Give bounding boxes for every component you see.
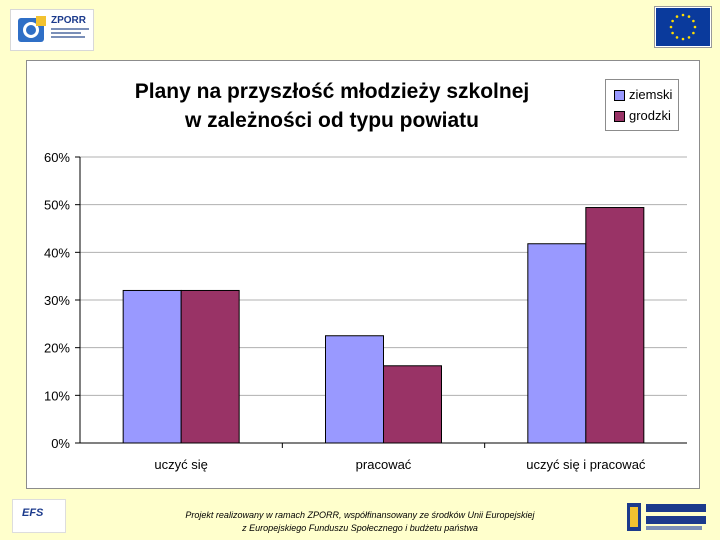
eu-star-icon: [692, 19, 695, 23]
eu-flag-icon: [655, 7, 711, 47]
bar-grodzki-3: [585, 207, 645, 444]
european-social-fund-logo-icon: [626, 500, 712, 534]
footer-line-1: Projekt realizowany w ramach ZPORR, wspó…: [185, 510, 535, 520]
zporr-logo-subtext: [51, 28, 91, 44]
eu-star-icon: [693, 25, 697, 29]
eu-star-icon: [671, 19, 674, 23]
chart-title-line-1: Plany na przyszłość młodzieży szkolnej: [134, 80, 530, 103]
eu-star-icon: [687, 36, 691, 39]
y-tick-label: 10%: [44, 388, 70, 403]
eu-star-icon: [681, 37, 685, 41]
zporr-logo-icon: [18, 16, 46, 42]
eu-star-icon: [692, 31, 695, 35]
y-tick-label: 0%: [51, 436, 70, 451]
footer-text: Projekt realizowany w ramach ZPORR, wspó…: [100, 509, 620, 535]
y-tick-label: 40%: [44, 245, 70, 260]
legend-swatch-grodzki: [614, 111, 625, 122]
y-tick-label: 50%: [44, 198, 70, 213]
chart-frame: Plany na przyszłość młodzieży szkolnej w…: [26, 60, 700, 489]
chart-legend: ziemski grodzki: [605, 79, 679, 131]
zporr-logo: ZPORR: [10, 9, 94, 51]
eu-star-icon: [681, 13, 685, 17]
efs-banner-line-2: [646, 516, 706, 524]
bar-ziemski-1: [122, 289, 182, 444]
footer-line-2: z Europejskiego Funduszu Społecznego i b…: [242, 523, 478, 533]
y-tick-label: 20%: [44, 341, 70, 356]
x-tick-label: pracować: [356, 457, 412, 472]
legend-label-ziemski: ziemski: [629, 87, 673, 102]
efs-logo: EFS: [12, 499, 66, 533]
bar-ziemski-2: [325, 335, 384, 444]
efs-logo-text: EFS: [22, 507, 44, 519]
chart-title: Plany na przyszłość młodzieży szkolnej w…: [107, 77, 557, 135]
x-tick-label: uczyć się i pracować: [526, 457, 646, 472]
x-tick-label: uczyć się: [154, 457, 207, 472]
y-tick-label: 60%: [44, 150, 70, 165]
eu-star-icon: [669, 25, 673, 29]
eu-star-icon: [675, 36, 679, 39]
chart-title-line-2: w zależności od typu powiatu: [184, 109, 480, 132]
legend-label-grodzki: grodzki: [629, 108, 671, 123]
efs-banner-line-1: [646, 504, 706, 512]
eu-star-icon: [675, 15, 679, 18]
zporr-logo-text: ZPORR: [51, 15, 86, 26]
y-tick-label: 30%: [44, 293, 70, 308]
legend-swatch-ziemski: [614, 90, 625, 101]
eu-star-icon: [671, 31, 674, 35]
eu-stars: [669, 13, 697, 41]
efs-banner-line-3: [646, 526, 702, 530]
efs-book-icon: [626, 502, 642, 532]
bar-chart-plot: 0% 10% 20% 30% 40% 50% 60% uczyć się pracować ucz…: [44, 150, 687, 472]
bar-ziemski-3: [527, 243, 587, 444]
bar-grodzki-2: [383, 365, 442, 444]
eu-star-icon: [687, 15, 691, 18]
bar-grodzki-1: [180, 289, 240, 444]
